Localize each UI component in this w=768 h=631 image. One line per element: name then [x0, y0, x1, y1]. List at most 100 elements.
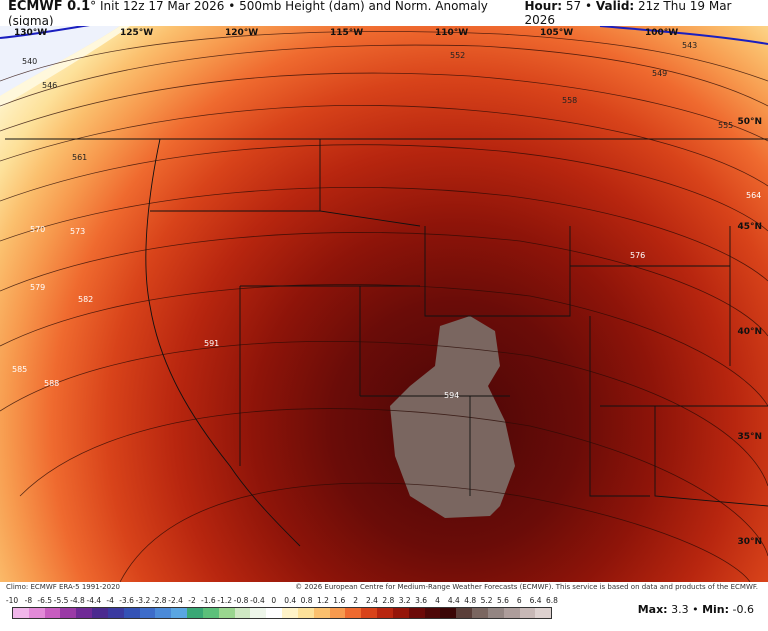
scale-label: -8 — [24, 596, 33, 605]
scale-swatch — [377, 608, 393, 618]
contour-labels: 540 543 546 549 552 555 558 561 564 570 … — [12, 41, 761, 400]
max-value: 3.3 — [671, 603, 689, 616]
scale-swatch — [76, 608, 93, 618]
scale-swatch — [297, 608, 314, 618]
lon-label: 125°W — [120, 28, 153, 38]
lon-label: 120°W — [225, 28, 258, 38]
lon-label: 115°W — [330, 28, 363, 38]
scale-label: -0.8 — [233, 596, 249, 605]
max-anomaly-area — [390, 316, 515, 518]
scale-label: 1.6 — [333, 596, 346, 605]
scale-label: 6.8 — [546, 596, 558, 605]
scale-swatch — [250, 608, 267, 618]
color-scale — [12, 607, 552, 619]
contour-label: 549 — [652, 69, 667, 78]
max-min-readout: Max: 3.3 • Min: -0.6 — [637, 603, 754, 616]
scale-label: 0.8 — [300, 596, 313, 605]
contour-label: 579 — [30, 283, 45, 292]
scale-label: 4 — [435, 596, 440, 605]
scale-swatch — [456, 608, 473, 618]
scale-label: -1.2 — [217, 596, 233, 605]
scale-label: 6.4 — [529, 596, 542, 605]
scale-label: -3.2 — [135, 596, 151, 605]
contour-label: 564 — [746, 191, 761, 200]
footer-credits: Climo: ECMWF ERA-5 1991-2020 © 2026 Euro… — [0, 582, 768, 593]
scale-swatch — [44, 608, 61, 618]
min-label: Min: — [702, 603, 730, 616]
scale-swatch — [282, 608, 298, 618]
scale-label: 5.6 — [496, 596, 509, 605]
init-time: Init 12z 17 Mar 2026 — [99, 0, 225, 13]
contour-label: 540 — [22, 57, 37, 66]
scale-label: 2 — [353, 596, 359, 605]
scale-swatch — [28, 608, 45, 618]
max-label: Max: — [637, 603, 668, 616]
height-contours — [0, 31, 768, 582]
anomaly-field — [0, 26, 768, 582]
scale-label: 3.2 — [398, 596, 411, 605]
scale-label: 2.8 — [382, 596, 395, 605]
contour-label: 558 — [562, 96, 577, 105]
title-right: Hour: 57 • Valid: 21z Thu 19 Mar 2026 — [524, 0, 732, 27]
near-zero-area — [0, 26, 130, 108]
hour-label: Hour: — [524, 0, 563, 13]
contour-label: 543 — [682, 41, 697, 50]
contour-label: 591 — [204, 339, 219, 348]
header-bar: ECMWF 0.1° Init 12z 17 Mar 2026 • 500mb … — [0, 0, 768, 28]
lat-label: 30°N — [737, 537, 762, 547]
scale-label: 2.4 — [366, 596, 378, 605]
scale-swatch — [392, 608, 409, 618]
lon-labels: 130°W 125°W 120°W 115°W 110°W 105°W 100°… — [14, 28, 678, 38]
product-name: 500mb Height (dam) and Norm. Anomaly (si… — [8, 0, 488, 28]
scale-label: 1.2 — [316, 596, 329, 605]
scale-label: 5.2 — [480, 596, 493, 605]
scale-labels: -10 -8 -6.5 -5.5 -4.8 -4.4 -4 -3.6 -3.2 -2.8 -2.4-… — [0, 596, 768, 607]
scale-swatch — [202, 608, 219, 618]
scale-swatch — [503, 608, 520, 618]
valid-value: 21z Thu 19 Mar 2026 — [524, 0, 732, 27]
scale-label: -6.5 — [37, 596, 53, 605]
scale-label: -0.4 — [250, 596, 265, 605]
contour-label: 582 — [78, 295, 93, 304]
scale-swatch — [329, 608, 346, 618]
scale-label: -4.4 — [86, 596, 102, 605]
scale-swatch — [361, 608, 378, 618]
scale-swatch — [107, 608, 124, 618]
contour-label: 576 — [630, 251, 645, 260]
scale-label: -1.6 — [201, 596, 216, 605]
lon-label: 100°W — [645, 28, 678, 38]
contour-label: 546 — [42, 81, 57, 90]
weather-map[interactable]: 130°W 125°W 120°W 115°W 110°W 105°W 100°… — [0, 26, 768, 582]
scale-swatch — [440, 608, 457, 618]
scale-label: -2 — [188, 596, 196, 605]
scale-label: 3.6 — [415, 596, 428, 605]
scale-swatch — [139, 608, 156, 618]
lon-label: 110°W — [435, 28, 468, 38]
lat-label: 45°N — [737, 222, 762, 232]
scale-swatch — [266, 608, 283, 618]
degree-mark: ° — [90, 0, 97, 13]
scale-swatch — [408, 608, 425, 618]
title-left: ECMWF 0.1° Init 12z 17 Mar 2026 • 500mb … — [8, 0, 488, 28]
scale-swatch — [187, 608, 203, 618]
scale-swatch — [519, 608, 536, 618]
scale-swatch — [13, 608, 29, 618]
scale-label: 4.4 — [447, 596, 460, 605]
min-value: -0.6 — [732, 603, 754, 616]
copyright-text: © 2026 European Centre for Medium-Range … — [295, 583, 758, 591]
scale-swatch — [155, 608, 172, 618]
lat-label: 50°N — [737, 117, 762, 127]
scale-swatch — [535, 608, 552, 618]
hour-value: 57 — [565, 0, 582, 13]
lon-label: 105°W — [540, 28, 573, 38]
scale-label: 0.4 — [284, 596, 297, 605]
contour-label: 573 — [70, 227, 85, 236]
scale-swatch — [472, 608, 488, 618]
scale-label: -2.4 — [168, 596, 183, 605]
scale-swatch — [92, 608, 108, 618]
scale-swatch — [218, 608, 235, 618]
contour-label: 570 — [30, 225, 45, 234]
lon-label: 130°W — [14, 28, 47, 38]
lat-label: 40°N — [737, 327, 762, 337]
scale-swatch — [123, 608, 140, 618]
